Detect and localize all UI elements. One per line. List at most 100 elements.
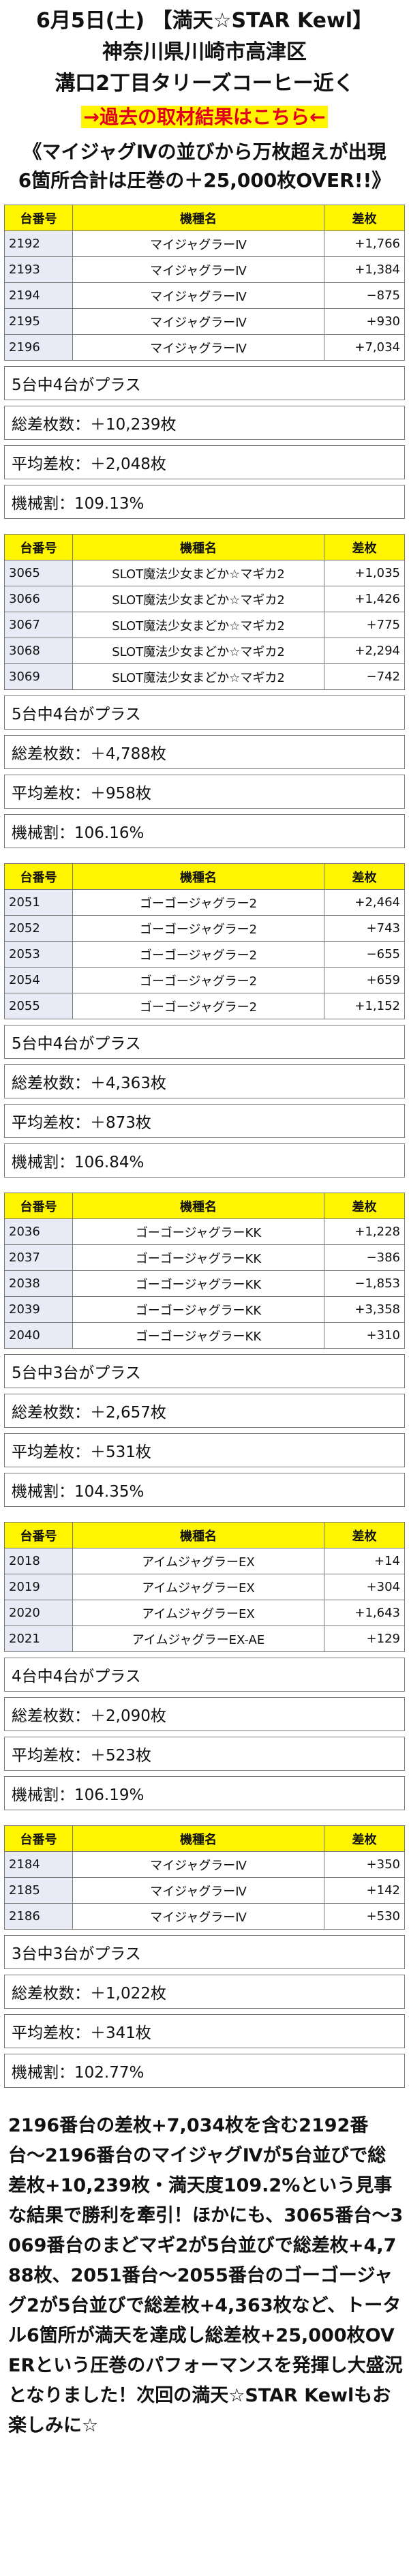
machine-name-cell: ゴーゴージャグラー2 (72, 889, 324, 916)
coin-diff-cell: +775 (324, 612, 405, 638)
table-row: 2021 アイムジャグラーEX-AE +129 (4, 1626, 405, 1652)
machine-number-cell: 3067 (4, 612, 73, 638)
coin-diff-cell: +1,035 (324, 560, 405, 586)
machine-number-cell: 2020 (4, 1600, 73, 1626)
machine-number-cell: 2193 (4, 256, 73, 283)
summary-box: 3台中3台がプラス 総差枚数：＋1,022枚 平均差枚：＋341枚 機械割：102.7… (0, 1935, 409, 2088)
table-row: 3066 SLOT魔法少女まどか☆マギカ2 +1,426 (4, 586, 405, 612)
average-diff: 平均差枚：＋2,048枚 (4, 445, 405, 479)
header-coin-diff: 差枚 (324, 205, 405, 231)
table-row: 3069 SLOT魔法少女まどか☆マギカ2 −742 (4, 663, 405, 690)
plus-count: 3台中3台がプラス (4, 1935, 405, 1969)
table-header-row: 台番号 機種名 差枚 (4, 863, 405, 890)
machine-number-cell: 2192 (4, 230, 73, 257)
machine-number-cell: 3066 (4, 586, 73, 612)
summary-box: 5台中4台がプラス 総差枚数：＋4,363枚 平均差枚：＋873枚 機械割：106.8… (0, 1025, 409, 1178)
table-row: 2192 マイジャグラーⅣ +1,766 (4, 230, 405, 257)
result-group: 台番号 機種名 差枚 2184 マイジャグラーⅣ +350 2185 マイジャグラーⅣ +142… (0, 1825, 409, 2088)
machine-number-cell: 2018 (4, 1548, 73, 1574)
header-machine-number: 台番号 (4, 205, 73, 231)
payout-rate: 機械割：106.19% (4, 1776, 405, 1810)
machine-name-cell: SLOT魔法少女まどか☆マギカ2 (72, 586, 324, 612)
table-row: 2184 マイジャグラーⅣ +350 (4, 1851, 405, 1878)
results-table: 台番号 機種名 差枚 2036 ゴーゴージャグラーKK +1,228 2037 ゴーゴージャグ… (4, 1193, 405, 1349)
table-row: 3065 SLOT魔法少女まどか☆マギカ2 +1,035 (4, 560, 405, 586)
coin-diff-cell: −655 (324, 941, 405, 968)
header-machine-number: 台番号 (4, 1825, 73, 1852)
table-header-row: 台番号 機種名 差枚 (4, 1193, 405, 1219)
coin-diff-cell: +2,464 (324, 889, 405, 916)
header-machine-name: 機種名 (72, 1193, 324, 1219)
header-machine-number: 台番号 (4, 534, 73, 560)
coin-diff-cell: −875 (324, 282, 405, 309)
machine-number-cell: 2196 (4, 334, 73, 361)
table-row: 2053 ゴーゴージャグラー2 −655 (4, 941, 405, 968)
payout-rate: 機械割：106.16% (4, 814, 405, 848)
results-table: 台番号 機種名 差枚 2051 ゴーゴージャグラー2 +2,464 2052 ゴーゴージャグラ… (4, 863, 405, 1019)
table-row: 2052 ゴーゴージャグラー2 +743 (4, 915, 405, 942)
table-row: 2040 ゴーゴージャグラーKK +310 (4, 1322, 405, 1349)
coin-diff-cell: +530 (324, 1903, 405, 1930)
table-row: 2186 マイジャグラーⅣ +530 (4, 1903, 405, 1930)
machine-name-cell: SLOT魔法少女まどか☆マギカ2 (72, 612, 324, 638)
coin-diff-cell: +930 (324, 308, 405, 335)
summary-box: 4台中4台がプラス 総差枚数：＋2,090枚 平均差枚：＋523枚 機械割：106.1… (0, 1658, 409, 1810)
results-table: 台番号 機種名 差枚 2018 アイムジャグラーEX +14 2019 アイムジャグラーEX +… (4, 1522, 405, 1652)
coin-diff-cell: +7,034 (324, 334, 405, 361)
machine-number-cell: 2052 (4, 915, 73, 942)
result-group: 台番号 機種名 差枚 3065 SLOT魔法少女まどか☆マギカ2 +1,035 3066 SL… (0, 534, 409, 848)
machine-name-cell: SLOT魔法少女まどか☆マギカ2 (72, 560, 324, 586)
machine-name-cell: マイジャグラーⅣ (72, 334, 324, 361)
header-machine-name: 機種名 (72, 1825, 324, 1852)
table-row: 2039 ゴーゴージャグラーKK +3,358 (4, 1296, 405, 1323)
machine-number-cell: 3065 (4, 560, 73, 586)
table-header-row: 台番号 機種名 差枚 (4, 205, 405, 231)
coin-diff-cell: +350 (324, 1851, 405, 1878)
table-row: 2051 ゴーゴージャグラー2 +2,464 (4, 889, 405, 916)
average-diff: 平均差枚：＋531枚 (4, 1433, 405, 1467)
coin-diff-cell: +129 (324, 1626, 405, 1652)
past-results-link[interactable]: →過去の取材結果はこちら← (80, 106, 329, 128)
table-header-row: 台番号 機種名 差枚 (4, 534, 405, 560)
plus-count: 5台中3台がプラス (4, 1354, 405, 1388)
average-diff: 平均差枚：＋341枚 (4, 2014, 405, 2048)
location-city: 神奈川県川崎市高津区 (102, 40, 307, 64)
header-coin-diff: 差枚 (324, 863, 405, 890)
machine-name-cell: ゴーゴージャグラー2 (72, 967, 324, 993)
table-header-row: 台番号 機種名 差枚 (4, 1825, 405, 1852)
results-table: 台番号 機種名 差枚 2184 マイジャグラーⅣ +350 2185 マイジャグラーⅣ +142… (4, 1825, 405, 1930)
machine-name-cell: SLOT魔法少女まどか☆マギカ2 (72, 663, 324, 690)
plus-count: 5台中4台がプラス (4, 695, 405, 730)
plus-count: 4台中4台がプラス (4, 1658, 405, 1692)
machine-name-cell: ゴーゴージャグラーKK (72, 1322, 324, 1349)
machine-number-cell: 3069 (4, 663, 73, 690)
table-row: 2038 ゴーゴージャグラーKK −1,853 (4, 1270, 405, 1297)
payout-rate: 機械割：104.35% (4, 1473, 405, 1507)
coin-diff-cell: −1,853 (324, 1270, 405, 1297)
machine-number-cell: 2194 (4, 282, 73, 309)
header: 6月5日(土) 【満天☆STAR Kewl】 神奈川県川崎市高津区 溝口2丁目タ… (0, 0, 409, 100)
header-machine-name: 機種名 (72, 534, 324, 560)
table-row: 2193 マイジャグラーⅣ +1,384 (4, 256, 405, 283)
machine-number-cell: 2037 (4, 1244, 73, 1271)
result-group: 台番号 機種名 差枚 2192 マイジャグラーⅣ +1,766 2193 マイジャグラーⅣ +1… (0, 205, 409, 519)
machine-number-cell: 2036 (4, 1218, 73, 1245)
header-coin-diff: 差枚 (324, 1193, 405, 1219)
table-row: 2195 マイジャグラーⅣ +930 (4, 308, 405, 335)
machine-name-cell: ゴーゴージャグラーKK (72, 1218, 324, 1245)
header-machine-name: 機種名 (72, 1522, 324, 1548)
header-machine-name: 機種名 (72, 863, 324, 890)
total-diff: 総差枚数：＋1,022枚 (4, 1975, 405, 2009)
machine-name-cell: マイジャグラーⅣ (72, 1851, 324, 1878)
header-coin-diff: 差枚 (324, 1825, 405, 1852)
result-group: 台番号 機種名 差枚 2036 ゴーゴージャグラーKK +1,228 2037 ゴーゴージャグ… (0, 1193, 409, 1507)
coin-diff-cell: −386 (324, 1244, 405, 1271)
machine-name-cell: ゴーゴージャグラー2 (72, 941, 324, 968)
table-row: 2036 ゴーゴージャグラーKK +1,228 (4, 1218, 405, 1245)
table-row: 2194 マイジャグラーⅣ −875 (4, 282, 405, 309)
plus-count: 5台中4台がプラス (4, 1025, 405, 1059)
machine-number-cell: 2054 (4, 967, 73, 993)
summary-box: 5台中4台がプラス 総差枚数：＋4,788枚 平均差枚：＋958枚 機械割：106.1… (0, 695, 409, 848)
machine-name-cell: マイジャグラーⅣ (72, 282, 324, 309)
table-row: 2037 ゴーゴージャグラーKK −386 (4, 1244, 405, 1271)
